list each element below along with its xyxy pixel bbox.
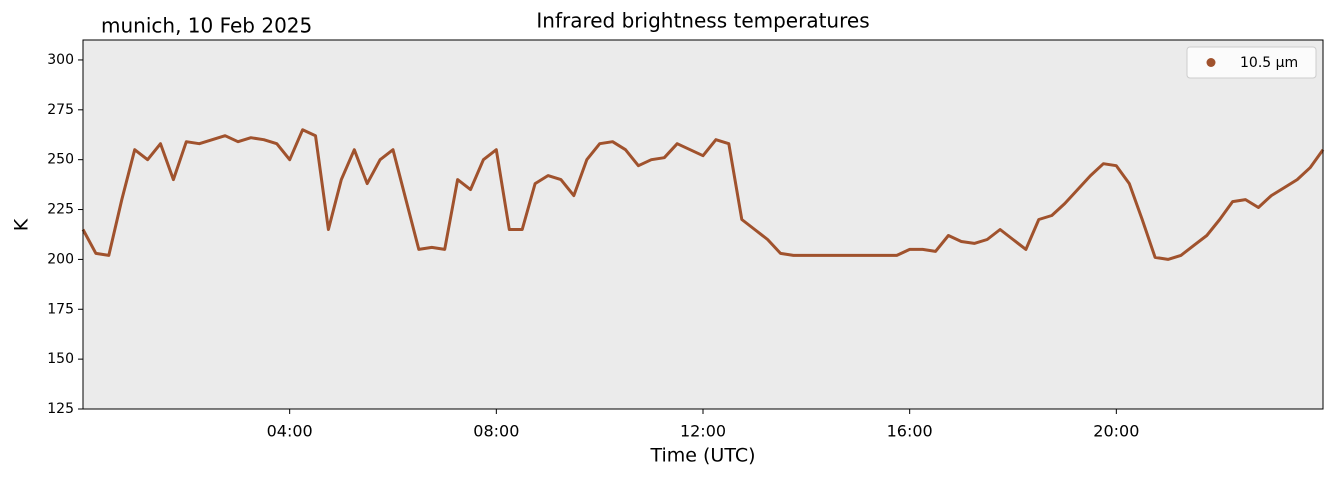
- y-tick-label: 225: [47, 202, 74, 218]
- y-tick-label: 250: [47, 152, 74, 168]
- chart-title: Infrared brightness temperatures: [536, 9, 869, 33]
- y-tick-label: 275: [47, 102, 74, 118]
- x-axis-label: Time (UTC): [649, 445, 755, 467]
- legend-marker: [1206, 58, 1216, 67]
- legend-box: [1186, 46, 1317, 79]
- x-tick-label: 04:00: [267, 422, 313, 441]
- y-tick-label: 175: [47, 301, 74, 317]
- y-tick-label: 200: [47, 251, 74, 267]
- x-tick-label: 12:00: [680, 422, 726, 441]
- y-tick-label: 300: [47, 52, 74, 68]
- data-line: [81, 128, 1325, 261]
- y-axis-label: K: [11, 218, 33, 231]
- x-tick-label: 16:00: [887, 422, 933, 441]
- y-tick-label: 150: [47, 351, 74, 367]
- legend-label: 10.5 µm: [1240, 55, 1298, 71]
- plot-area: [83, 40, 1323, 409]
- plot-frame: [82, 39, 1324, 410]
- x-tick-label: 20:00: [1093, 422, 1139, 441]
- y-tick-label: 125: [47, 401, 74, 417]
- x-tick-label: 08:00: [473, 422, 519, 441]
- annotation: munich, 10 Feb 2025: [101, 14, 312, 38]
